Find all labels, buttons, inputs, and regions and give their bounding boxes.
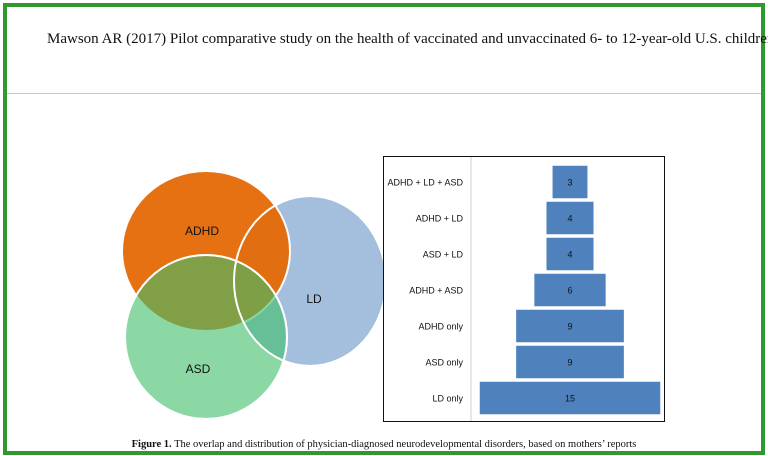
figure-caption: Figure 1. The overlap and distribution o… [7,439,761,450]
bar-value-label-0: 3 [567,178,572,188]
pyramid-chart-svg: 3 ADHD + LD + ASD 4 ADHD + LD 4 ASD + LD 6 ADHD… [387,157,662,421]
category-label-0: ADHD + LD + ASD [387,178,463,188]
venn-label-adhd: ADHD [185,224,219,238]
figure-caption-text: The overlap and distribution of physicia… [171,439,637,450]
category-label-6: LD only [432,394,463,404]
bar-1 [544,200,596,236]
venn-label-ld: LD [306,292,322,306]
bar-0 [551,164,589,200]
bar-value-label-5: 9 [567,358,572,368]
category-label-4: ADHD only [418,322,463,332]
venn-circle-asd-outline [124,254,288,420]
bar-value-label-6: 15 [565,394,575,404]
header-divider [7,93,761,94]
bar-6 [478,380,662,416]
bar-value-label-1: 4 [567,214,572,224]
venn-diagram: ADHD LD ASD [122,170,387,420]
venn-label-asd: ASD [186,362,211,376]
bar-value-label-3: 6 [567,286,572,296]
bar-value-label-4: 9 [567,322,572,332]
pyramid-chart: 3 ADHD + LD + ASD 4 ADHD + LD 4 ASD + LD 6 ADHD… [383,156,665,422]
page-header-title: Mawson AR (2017) Pilot comparative study… [47,31,768,47]
bar-2 [544,236,596,272]
bar-4 [514,308,626,344]
bar-5 [514,344,626,380]
category-label-3: ADHD + ASD [409,286,463,296]
figure-frame: Mawson AR (2017) Pilot comparative study… [3,3,768,455]
category-label-5: ASD only [425,358,463,368]
figure-caption-label: Figure 1. [131,439,172,450]
category-label-1: ADHD + LD [416,214,464,224]
bar-3 [532,272,608,308]
category-label-2: ASD + LD [423,250,464,260]
bar-value-label-2: 4 [567,250,572,260]
